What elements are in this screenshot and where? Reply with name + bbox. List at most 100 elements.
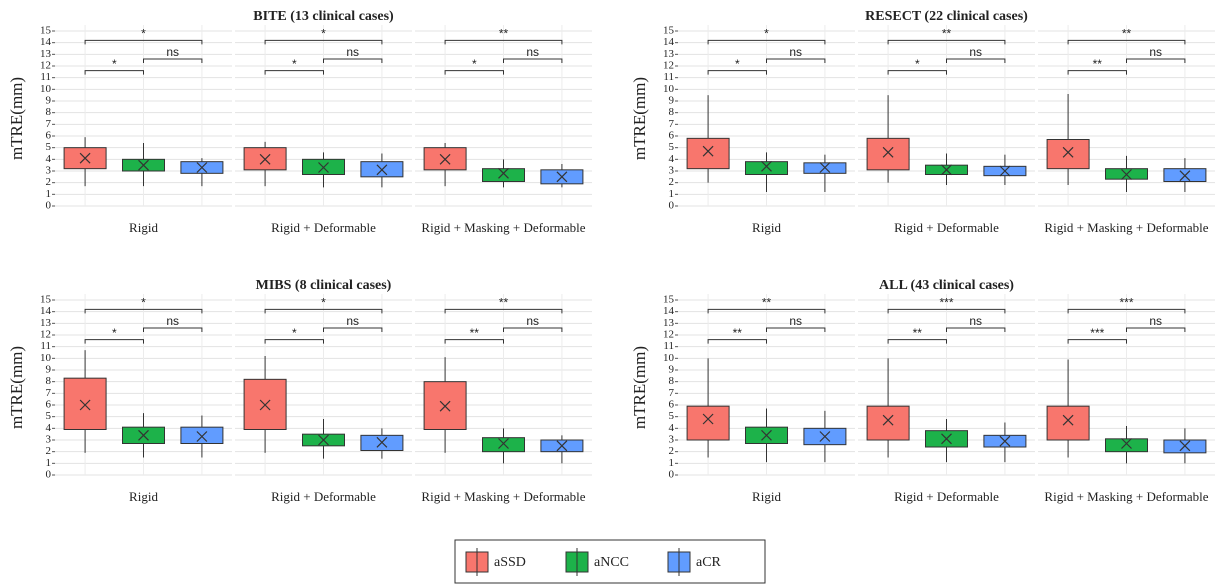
mean-marker [1121,438,1132,449]
y-tick-label: 11 [663,71,674,83]
y-tick-label: 1 [669,457,675,469]
significance-label: ** [913,326,923,340]
facet-label: Rigid [752,220,781,235]
facet-label-box: Rigid + Deformable [894,489,999,504]
y-tick-label: 2 [46,445,52,457]
mean-marker [376,164,388,176]
facet-label-box: Rigid + Masking + Deformable [1044,489,1208,504]
significance-label: ns [969,314,982,328]
facet-label: Rigid + Deformable [271,220,376,235]
y-tick-label: 10 [40,352,52,364]
y-tick-label: 2 [669,176,675,188]
y-tick-label: 3 [669,165,675,177]
significance-bracket [503,327,563,332]
y-tick-label: 11 [40,340,51,352]
significance-bracket [946,327,1006,332]
significance-label: * [292,326,297,340]
chart-title: MIBS (8 clinical cases) [256,278,392,293]
significance-label: ns [789,45,802,59]
significance-bracket [1067,308,1186,314]
box [482,437,525,453]
box [1046,139,1090,170]
mean-marker [761,160,772,172]
box [866,137,910,171]
y-tick-label: 3 [46,165,52,177]
y-tick-label: 8 [46,375,52,387]
mean-marker [79,152,91,164]
y-tick-label: 13 [663,48,675,60]
significance-label: ns [166,314,179,328]
significance-bracket [143,327,203,332]
y-tick-label: 2 [46,176,52,188]
facet-label-box: Rigid [752,220,781,235]
mean-marker [702,413,714,425]
significance-bracket [707,308,826,314]
facet-label-box: Rigid [752,489,781,504]
y-tick-label: 1 [669,188,675,200]
significance-label: * [112,326,117,340]
significance-bracket [323,58,383,63]
significance-label: * [472,57,477,71]
significance-bracket [1126,327,1186,332]
significance-label: ** [733,326,743,340]
y-tick-label: 8 [669,375,675,387]
mean-marker [318,162,329,173]
significance-label: * [321,27,326,41]
significance-bracket [1067,39,1186,45]
mean-marker [439,400,451,412]
y-tick-label: 6 [46,399,52,411]
significance-label: ns [346,314,359,328]
facet-label-box: Rigid + Deformable [271,220,376,235]
y-tick-label: 12 [40,60,51,72]
mean-marker [1121,169,1132,180]
facet-label: Rigid + Masking + Deformable [421,220,586,235]
mean-marker [819,162,831,173]
chart-title: ALL (43 clinical cases) [879,278,1014,293]
y-tick-label: 14 [40,305,52,317]
y-tick-label: 10 [663,352,675,364]
facet-label: Rigid [129,220,158,235]
facet-label-box: Rigid + Masking + Deformable [1044,220,1209,235]
box [686,137,730,170]
box [686,405,730,441]
facet-label-box: Rigid + Deformable [271,489,376,504]
y-tick-label: 8 [46,106,52,118]
y-tick-label: 8 [669,106,675,118]
box [1105,438,1148,453]
significance-label: ns [1149,314,1162,328]
facet-label: Rigid + Masking + Deformable [421,489,586,504]
mean-marker [79,399,91,411]
legend-label: aCR [696,555,722,570]
significance-label: ns [526,314,539,328]
y-tick-label: 9 [669,364,675,376]
significance-label: * [292,57,297,71]
mean-marker [498,167,509,179]
significance-bracket [444,339,504,344]
y-tick-label: 4 [46,422,52,434]
mean-marker [1062,414,1074,426]
y-tick-label: 15 [40,25,52,37]
mean-marker [761,429,772,441]
box [63,377,107,430]
y-tick-label: 13 [663,317,675,329]
significance-bracket [887,308,1006,314]
chart-title: BITE (13 clinical cases) [253,9,394,24]
significance-bracket [887,339,947,344]
box [482,168,525,183]
significance-label: * [141,27,146,41]
mean-marker [702,145,714,157]
legend-label: aNCC [594,555,629,570]
facet-label: Rigid + Masking + Deformable [1044,220,1209,235]
y-tick-label: 5 [46,141,52,153]
significance-label: ns [969,45,982,59]
significance-label: ns [166,45,179,59]
y-tick-label: 4 [669,153,675,165]
significance-label: ** [762,296,772,310]
y-tick-label: 12 [663,329,674,341]
significance-bracket [707,39,826,45]
significance-label: ** [499,27,509,41]
facet-label-box: Rigid [129,489,158,504]
box [423,381,467,430]
significance-label: ** [470,326,480,340]
